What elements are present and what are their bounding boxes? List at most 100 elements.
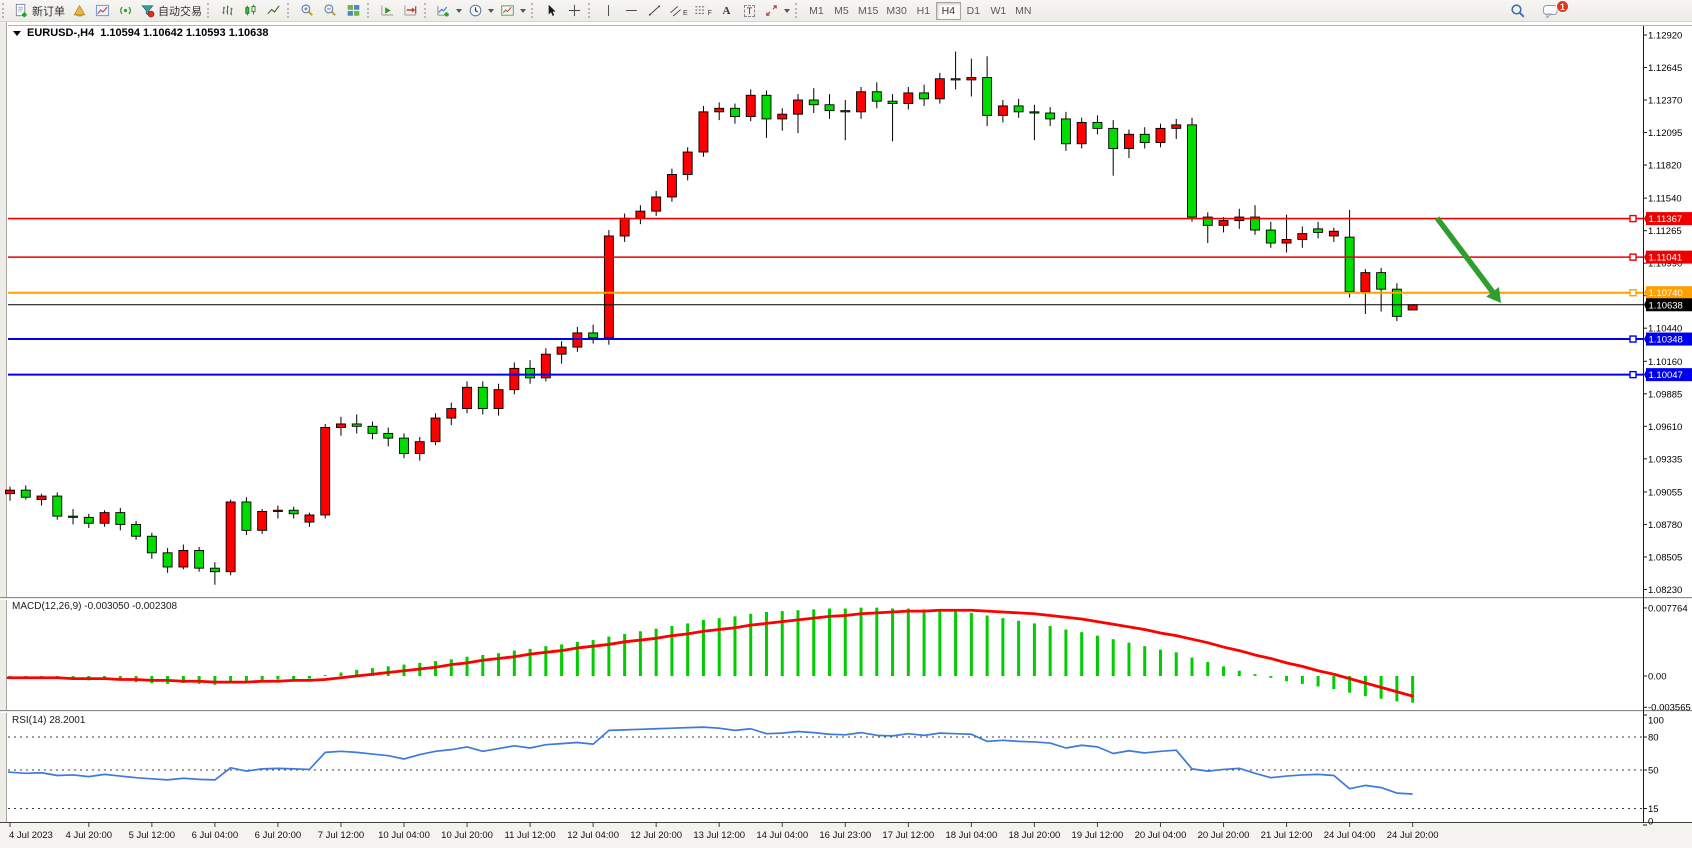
toolbar-gripper[interactable] bbox=[367, 3, 373, 18]
toolbar-gripper[interactable] bbox=[794, 3, 801, 18]
timeframe-m30-button[interactable]: M30 bbox=[886, 4, 907, 17]
equidistant-channel-tool-button[interactable]: E bbox=[666, 1, 691, 21]
candle-body bbox=[525, 367, 536, 379]
channel-icon bbox=[669, 3, 682, 18]
zoom-in-button[interactable] bbox=[296, 1, 319, 21]
price-axis-label: 1.12095 bbox=[1648, 128, 1682, 139]
market-watch-button[interactable] bbox=[68, 1, 91, 21]
candle-body bbox=[1218, 220, 1229, 226]
auto-trading-button[interactable]: 自动交易 bbox=[137, 1, 205, 21]
line-chart-mode-button[interactable] bbox=[262, 1, 285, 21]
price-line-handle[interactable] bbox=[1629, 214, 1637, 223]
cursor-icon bbox=[544, 3, 559, 18]
vertical-line-icon bbox=[601, 3, 616, 18]
candle-body bbox=[619, 217, 630, 237]
toolbar-gripper[interactable] bbox=[207, 3, 213, 18]
timeframe-w1-button[interactable]: W1 bbox=[990, 4, 1007, 17]
search-icon bbox=[1510, 3, 1526, 19]
time-axis-label: 14 Jul 04:00 bbox=[756, 830, 808, 841]
price-line-handle[interactable] bbox=[1629, 370, 1637, 379]
price-badge-pointer bbox=[1644, 253, 1646, 262]
time-axis-label: 19 Jul 12:00 bbox=[1072, 830, 1124, 841]
toolbar-gripper[interactable] bbox=[287, 3, 293, 18]
toolbar-gripper[interactable] bbox=[531, 3, 537, 18]
macd-indicator-label: MACD(12,26,9) -0.003050 -0.002308 bbox=[12, 601, 178, 612]
crosshair-tool-button[interactable] bbox=[563, 1, 586, 21]
tile-windows-button[interactable] bbox=[342, 1, 365, 21]
candle-body bbox=[714, 107, 725, 113]
time-axis-label: 6 Jul 20:00 bbox=[255, 830, 301, 841]
rsi-axis-label: 50 bbox=[1648, 766, 1659, 777]
text-label-tool-button[interactable]: T bbox=[738, 1, 761, 21]
new-order-button[interactable]: 新订单 bbox=[11, 1, 68, 21]
price-line-handle[interactable] bbox=[1629, 253, 1637, 261]
price-axis-label: 1.08230 bbox=[1648, 585, 1682, 596]
price-line-handle[interactable] bbox=[1629, 335, 1637, 343]
horizontal-line-tool-button[interactable] bbox=[620, 1, 643, 21]
indicators-button[interactable] bbox=[433, 1, 465, 21]
text-tool-button[interactable]: A bbox=[715, 1, 738, 21]
chart-window-button[interactable] bbox=[91, 1, 114, 21]
arrow-annotation[interactable] bbox=[1434, 216, 1496, 296]
price-line-handle[interactable] bbox=[1629, 289, 1637, 297]
candlestick-mode-button[interactable] bbox=[239, 1, 262, 21]
trendline-tool-button[interactable] bbox=[643, 1, 666, 21]
toolbar-gripper[interactable] bbox=[2, 3, 8, 18]
candle-body bbox=[997, 105, 1008, 116]
arrow-annotation-head[interactable] bbox=[1486, 287, 1501, 303]
price-badge-pointer bbox=[1644, 214, 1646, 223]
price-axis-label: 1.09335 bbox=[1648, 454, 1682, 465]
notifications-button[interactable]: 1 bbox=[1539, 0, 1569, 21]
panel-separator[interactable] bbox=[0, 710, 1692, 713]
timeframe-mn-button[interactable]: MN bbox=[1015, 4, 1032, 17]
window-left-edge bbox=[0, 22, 7, 848]
candle-body bbox=[745, 94, 756, 118]
bar-chart-mode-button[interactable] bbox=[216, 1, 239, 21]
candle-body bbox=[1328, 230, 1339, 237]
auto-scroll-button[interactable] bbox=[376, 1, 399, 21]
periods-button[interactable] bbox=[465, 1, 497, 21]
candle-body bbox=[272, 509, 283, 512]
timeframe-d1-button[interactable]: D1 bbox=[966, 4, 981, 17]
chart-shift-button[interactable] bbox=[399, 1, 422, 21]
templates-button[interactable] bbox=[497, 1, 529, 21]
candle-body bbox=[194, 549, 205, 569]
timeframe-m15-button[interactable]: M15 bbox=[857, 4, 879, 17]
candle-body bbox=[52, 495, 63, 517]
time-axis-label: 13 Jul 12:00 bbox=[693, 830, 745, 841]
rsi-axis-label: 0 bbox=[1648, 817, 1653, 828]
periods-dropdown-caret bbox=[488, 8, 494, 13]
search-button[interactable] bbox=[1506, 1, 1529, 21]
arrows-tool-button[interactable] bbox=[761, 1, 793, 21]
zoom-out-button[interactable] bbox=[319, 1, 342, 21]
timeframe-h1-button[interactable]: H1 bbox=[916, 4, 931, 17]
zoom-out-icon bbox=[323, 3, 338, 18]
candle-body bbox=[83, 516, 94, 524]
candle-body bbox=[162, 552, 173, 568]
chart-title-dropdown-icon[interactable] bbox=[13, 30, 21, 36]
chart-canvas[interactable]: 1.12920 1.12645 1.12370 1.12095 1.11820 1.115… bbox=[0, 22, 1692, 848]
price-badge-label: 1.10348 bbox=[1649, 335, 1683, 346]
timeframe-m5-button[interactable]: M5 bbox=[834, 4, 849, 17]
signals-button[interactable] bbox=[114, 1, 137, 21]
panel-separator[interactable] bbox=[0, 597, 1692, 600]
toolbar-gripper[interactable] bbox=[424, 3, 430, 18]
time-axis-label: 17 Jul 12:00 bbox=[882, 830, 934, 841]
time-axis-label: 11 Jul 12:00 bbox=[505, 830, 556, 841]
timeframe-m1-button[interactable]: M1 bbox=[809, 4, 824, 17]
price-axis-label: 1.10440 bbox=[1648, 324, 1682, 335]
cursor-tool-button[interactable] bbox=[540, 1, 563, 21]
tile-windows-icon bbox=[346, 3, 361, 18]
time-axis-label: 18 Jul 04:00 bbox=[945, 830, 997, 841]
time-axis-label: 6 Jul 04:00 bbox=[192, 830, 238, 841]
time-axis-label: 4 Jul 2023 bbox=[9, 830, 53, 841]
fibonacci-tool-button[interactable]: F bbox=[691, 1, 715, 21]
toolbar-gripper[interactable] bbox=[588, 3, 594, 18]
candle-body bbox=[1013, 105, 1024, 113]
price-axis-label: 1.11540 bbox=[1648, 194, 1682, 205]
timeframe-h4-button[interactable]: H4 bbox=[935, 1, 961, 20]
candle-body bbox=[178, 549, 189, 568]
vertical-line-tool-button[interactable] bbox=[597, 1, 620, 21]
channel-icon-glyph: E bbox=[683, 10, 688, 17]
price-badge bbox=[1646, 212, 1692, 226]
